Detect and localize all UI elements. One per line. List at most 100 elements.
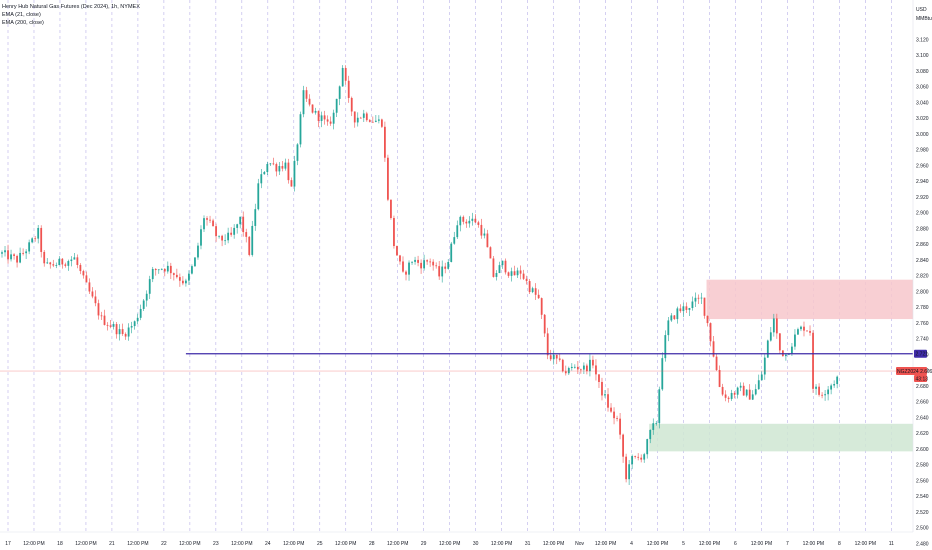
candle bbox=[655, 420, 658, 426]
currency-unit[interactable]: USD MMBtu bbox=[916, 6, 932, 24]
candle-body bbox=[97, 303, 100, 316]
candle-body bbox=[640, 457, 643, 460]
candle-body bbox=[474, 218, 477, 223]
candle-body bbox=[709, 323, 712, 342]
candle bbox=[290, 177, 293, 187]
candle bbox=[112, 321, 115, 330]
candle-body bbox=[531, 288, 534, 293]
candle-body bbox=[34, 238, 37, 240]
candle bbox=[667, 317, 670, 342]
candle-body bbox=[335, 98, 338, 113]
candle-body bbox=[703, 297, 706, 316]
candle bbox=[396, 245, 398, 256]
candle-body bbox=[534, 288, 537, 295]
time-tick-label: 12:00 PM bbox=[803, 541, 824, 547]
candle bbox=[492, 256, 495, 278]
candle-body bbox=[483, 233, 486, 236]
candle-body bbox=[661, 358, 664, 390]
candle bbox=[549, 349, 552, 362]
candle-body bbox=[579, 369, 582, 371]
ema-200-label[interactable]: EMA (200, close) bbox=[2, 20, 44, 26]
candle-body bbox=[598, 374, 600, 382]
candle bbox=[73, 252, 76, 260]
candle-body bbox=[61, 258, 64, 265]
ema-21-label[interactable]: EMA (21, close) bbox=[2, 12, 41, 18]
candle bbox=[453, 231, 456, 245]
candle bbox=[275, 162, 278, 177]
candle bbox=[766, 339, 769, 358]
candle-body bbox=[227, 232, 230, 241]
time-tick-label: 11 bbox=[889, 541, 894, 547]
candle bbox=[148, 275, 151, 299]
time-tick-label: 12:00 PM bbox=[543, 541, 564, 547]
candle-body bbox=[824, 394, 826, 396]
time-axis[interactable]: 17 12:00 PM 18 12:00 PM 21 12:00 PM 22 12:00 PM… bbox=[0, 531, 913, 547]
candle bbox=[504, 258, 507, 275]
candle bbox=[25, 249, 28, 259]
candle bbox=[528, 279, 531, 295]
candle-body bbox=[691, 301, 694, 309]
chart-legend: Henry Hub Natural Gas Futures (Dec 2024)… bbox=[2, 3, 140, 27]
candle-body bbox=[347, 80, 350, 98]
candle-body bbox=[118, 329, 121, 335]
candle-body bbox=[763, 357, 766, 375]
candle-body bbox=[576, 366, 579, 370]
candle bbox=[393, 215, 395, 249]
support-zone[interactable] bbox=[649, 423, 913, 452]
candle-body bbox=[462, 216, 465, 222]
candle bbox=[613, 407, 615, 425]
candle bbox=[151, 266, 154, 283]
price-tick-label: 2.760 bbox=[916, 321, 929, 327]
candle-body bbox=[727, 397, 730, 399]
candle bbox=[22, 248, 25, 256]
symbol-title[interactable]: Henry Hub Natural Gas Futures (Dec 2024)… bbox=[2, 4, 140, 10]
candle bbox=[676, 306, 679, 324]
candle-body bbox=[197, 245, 199, 258]
candle bbox=[432, 259, 435, 271]
candle bbox=[188, 270, 190, 285]
candle bbox=[359, 116, 362, 119]
candle bbox=[118, 324, 121, 341]
candle bbox=[821, 392, 823, 399]
candle bbox=[595, 359, 597, 381]
candle-body bbox=[836, 376, 839, 385]
candle-body bbox=[302, 90, 305, 115]
candle-body bbox=[1, 252, 3, 254]
candle bbox=[55, 262, 58, 269]
candle-body bbox=[510, 271, 513, 276]
candle-body bbox=[775, 318, 778, 334]
price-axis[interactable]: 3.120 3.100 3.080 3.060 3.040 3.020 3.000 2.980… bbox=[912, 0, 929, 547]
candle bbox=[540, 297, 543, 319]
candle bbox=[607, 388, 609, 412]
candle-body bbox=[540, 298, 543, 315]
resistance-zone[interactable] bbox=[706, 279, 913, 320]
candle-body bbox=[700, 297, 703, 299]
candle-body bbox=[417, 259, 419, 263]
price-tick-label: 3.060 bbox=[916, 85, 929, 91]
candle-body bbox=[450, 243, 453, 262]
candle bbox=[384, 121, 386, 162]
time-tick-label: 12:00 PM bbox=[335, 541, 356, 547]
candle-body bbox=[103, 315, 106, 325]
candle bbox=[582, 362, 585, 375]
candle-body bbox=[284, 162, 287, 169]
candle-body bbox=[827, 389, 830, 395]
candle bbox=[561, 358, 564, 373]
candle-layer bbox=[1, 65, 839, 485]
candle-body bbox=[175, 274, 178, 278]
candle bbox=[534, 283, 537, 301]
price-tick-label: 3.000 bbox=[916, 132, 929, 138]
candle-body bbox=[522, 273, 525, 279]
candle bbox=[772, 313, 775, 337]
candle-body bbox=[248, 236, 251, 255]
candle bbox=[314, 107, 317, 115]
time-tick-label: 12:00 PM bbox=[283, 541, 304, 547]
unit-label: MMBtu bbox=[916, 16, 932, 22]
candle bbox=[688, 307, 691, 317]
candle bbox=[543, 313, 546, 337]
candle bbox=[745, 389, 748, 398]
candle bbox=[281, 160, 284, 172]
candle bbox=[751, 390, 754, 401]
